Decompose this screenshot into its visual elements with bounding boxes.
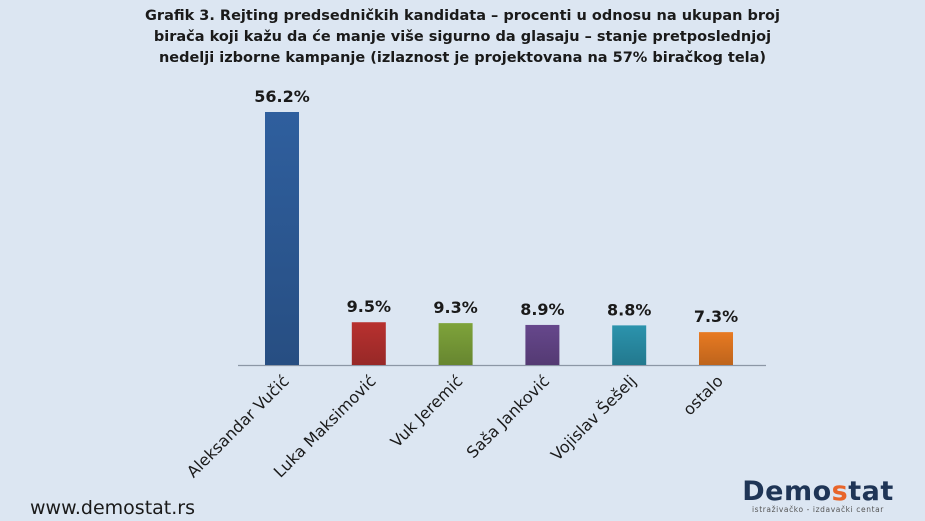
data-label: 7.3%	[694, 307, 738, 326]
category-label: ostalo	[679, 371, 727, 419]
logo-text: Demo	[742, 476, 832, 507]
bar	[265, 112, 299, 365]
data-label: 56.2%	[254, 87, 310, 106]
category-label: Vuk Jeremić	[387, 371, 467, 451]
category-label: Vojislav Šešelj	[547, 371, 640, 464]
bar	[351, 322, 386, 365]
data-label: 8.9%	[520, 300, 564, 319]
data-label: 9.5%	[347, 297, 391, 316]
bar	[699, 332, 733, 365]
chart-title-line: nedelji izborne kampanje (izlaznost je p…	[158, 50, 767, 66]
data-label: 8.8%	[607, 300, 651, 319]
chart-title: Grafik 3. Rejting predsedničkih kandidat…	[80, 6, 845, 69]
chart-title-line: birača koji kažu da će manje više sigurn…	[153, 29, 772, 45]
demostat-logo: Demostat istraživačko - izdavački centar	[733, 476, 903, 515]
bar	[612, 325, 647, 365]
logo-text-accent: s	[831, 476, 849, 507]
bar	[438, 323, 473, 365]
data-label: 9.3%	[433, 298, 477, 317]
category-label: Saša Janković	[463, 371, 554, 462]
bar	[525, 324, 560, 365]
chart-title-line: Grafik 3. Rejting predsedničkih kandidat…	[145, 8, 780, 24]
logo-subtitle: istraživačko - izdavački centar	[752, 505, 884, 514]
logo-text-end: tat	[848, 476, 894, 507]
website-url: www.demostat.rs	[30, 497, 195, 519]
